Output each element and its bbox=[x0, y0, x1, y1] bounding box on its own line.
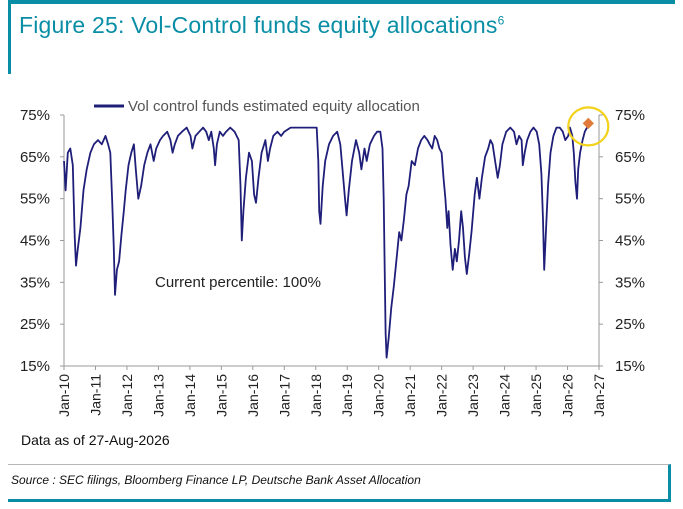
y-tick-label-left: 25% bbox=[20, 316, 50, 333]
x-tick-label: Jan-11 bbox=[87, 374, 103, 416]
y-tick-label-right: 15% bbox=[615, 358, 645, 375]
legend-label: Vol control funds estimated equity alloc… bbox=[128, 98, 420, 115]
x-tick-label: Jan-21 bbox=[402, 374, 418, 417]
y-tick-label-left: 45% bbox=[20, 233, 50, 250]
x-tick-label: Jan-16 bbox=[245, 374, 261, 417]
equity-allocation-chart: 75% 75% 65% 65% 55% 55% 45% 45% 35% 35% 25% 25% 15% 1… bbox=[20, 98, 645, 417]
y-tick-label-right: 25% bbox=[615, 316, 645, 333]
x-tick-label: Jan-13 bbox=[150, 374, 166, 417]
top-rule bbox=[8, 0, 675, 4]
y-tick-label-left: 15% bbox=[20, 358, 50, 375]
x-tick-label: Jan-19 bbox=[339, 374, 355, 417]
current-highlight-ring bbox=[567, 106, 610, 147]
x-tick-label: Jan-26 bbox=[560, 374, 576, 417]
x-tick-label: Jan-24 bbox=[497, 374, 513, 417]
x-tick-label: Jan-12 bbox=[119, 374, 135, 417]
x-tick-label: Jan-23 bbox=[465, 374, 481, 417]
chart-axes: 75% 75% 65% 65% 55% 55% 45% 45% 35% 35% 25% 25% 15% 1… bbox=[20, 107, 645, 417]
x-tick-label: Jan-22 bbox=[434, 374, 450, 417]
series-layer bbox=[63, 106, 610, 359]
x-tick-label: Jan-25 bbox=[528, 374, 544, 417]
x-tick-label: Jan-18 bbox=[308, 374, 324, 417]
source-text: Source : SEC filings, Bloomberg Finance … bbox=[11, 473, 421, 487]
y-tick-label-left: 55% bbox=[20, 191, 50, 208]
x-tick-label: Jan-15 bbox=[213, 374, 229, 417]
x-tick-label: Jan-17 bbox=[276, 374, 292, 417]
y-tick-label-right: 55% bbox=[615, 191, 645, 208]
y-tick-label-left: 75% bbox=[20, 107, 50, 124]
y-tick-label-right: 65% bbox=[615, 149, 645, 166]
page-title: Figure 25: Vol-Control funds equity allo… bbox=[19, 12, 504, 39]
x-tick-label: Jan-14 bbox=[182, 374, 198, 417]
title-text: Figure 25: Vol-Control funds equity allo… bbox=[19, 12, 498, 38]
percentile-annotation: Current percentile: 100% bbox=[155, 274, 321, 291]
series-line bbox=[63, 126, 588, 359]
source-box bbox=[8, 464, 671, 502]
y-tick-label-right: 35% bbox=[615, 274, 645, 291]
y-tick-label-right: 75% bbox=[615, 107, 645, 124]
data-date-note: Data as of 27-Aug-2026 bbox=[21, 432, 170, 448]
x-tick-label: Jan-20 bbox=[371, 374, 387, 417]
x-tick-label: Jan-27 bbox=[591, 374, 607, 417]
y-tick-label-left: 35% bbox=[20, 274, 50, 291]
y-tick-label-left: 65% bbox=[20, 149, 50, 166]
current-value-marker bbox=[582, 117, 594, 130]
title-accent-bar bbox=[8, 4, 11, 74]
x-tick-label: Jan-10 bbox=[56, 374, 72, 417]
footnote-marker: 6 bbox=[497, 13, 505, 28]
chart-legend: Vol control funds estimated equity alloc… bbox=[94, 98, 420, 115]
y-tick-label-right: 45% bbox=[615, 233, 645, 250]
